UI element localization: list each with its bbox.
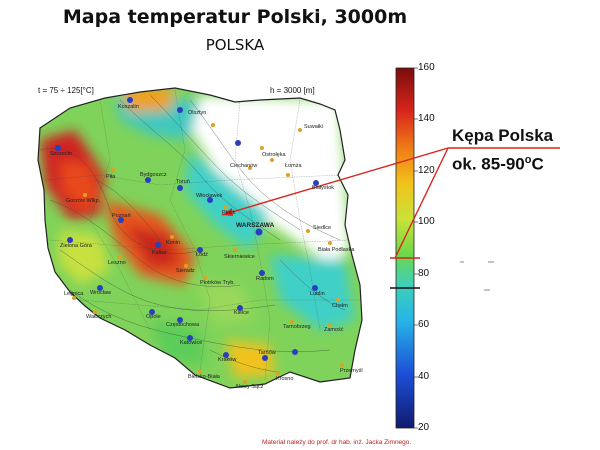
city-label: Łomża [285, 163, 302, 169]
temperature-field [38, 88, 362, 388]
city-label: Katowice [180, 340, 203, 346]
city-label: Szczecin [50, 151, 73, 157]
city-label: Chełm [332, 303, 348, 309]
city-label: Krosno [276, 376, 294, 382]
colorbar-tick-label: 40 [418, 371, 430, 382]
city-label: Leszno [108, 260, 126, 266]
city-label: Płock [222, 210, 236, 216]
city-label: Legnica [64, 291, 84, 297]
callout-arrowhead [222, 208, 233, 216]
colorbar-tick-label: 120 [418, 165, 435, 176]
degree-symbol: o [524, 154, 532, 166]
colorbar-ticks [414, 67, 418, 429]
city-label: Białystok [312, 185, 335, 191]
city-label: Bielsko-Biała [188, 374, 220, 380]
city-label: Tarnobrzeg [283, 324, 311, 330]
city-label: Kalisz [152, 250, 167, 256]
callout-unit: C [531, 154, 544, 174]
colorbar-tick-label: 160 [418, 62, 435, 73]
city-label: Ostrołęka [262, 152, 286, 158]
colorbar-tick-label: 20 [418, 422, 430, 433]
colorbar-tick-label: 80 [418, 268, 430, 279]
city-label: Biała Podlaska [318, 247, 355, 253]
city-label: Częstochowa [166, 322, 200, 328]
city-label: Tarnów [258, 350, 276, 356]
city-label: Skierniewice [224, 254, 255, 260]
city-label: Wałbrzych [86, 314, 112, 320]
city-label: Gorzów Wlkp. [66, 198, 101, 204]
city-label: Włocławek [196, 193, 223, 199]
map-subtitle: POLSKA [205, 36, 265, 54]
city-label: Zielona Góra [60, 243, 92, 249]
credit-note: Materiał należy do prof. dr hab. inż. Ja… [262, 439, 412, 446]
city-label: Sieradz [176, 268, 195, 274]
callout-arrow [221, 147, 560, 259]
colorbar-tick-label: 140 [418, 113, 435, 124]
city-label: Piotrków Tryb. [200, 280, 235, 286]
colorbar-tick-label: 60 [418, 319, 430, 330]
city-label: Poznań [112, 213, 131, 219]
hint-marks [460, 261, 494, 291]
city-label: Opole [146, 314, 161, 320]
city-label: Kraków [218, 357, 237, 363]
city-label: Olsztyn [188, 110, 207, 116]
city-label: Radom [256, 276, 274, 282]
city-label: Siedlce [313, 225, 332, 231]
city-label: Suwałki [304, 124, 323, 130]
city-label: Lublin [310, 291, 325, 297]
callout-location: Kępa Polska [452, 126, 554, 145]
depth-label: h = 3000 [m] [270, 86, 315, 95]
map-title: Mapa temperatur Polski, 3000m [62, 6, 408, 28]
city-label: Konin [166, 240, 181, 246]
city-label: Kielce [234, 310, 249, 316]
city-label: Ciechanów [230, 163, 258, 169]
city-label: Wrocław [90, 290, 111, 296]
capital-label: WARSZAWA [236, 222, 275, 229]
city-label: Piła [106, 174, 116, 180]
city-label: Przemyśl [340, 368, 363, 374]
colorbar-tick-label: 100 [418, 216, 435, 227]
city-label: Koszalin [118, 104, 139, 110]
city-label: Łódź [196, 252, 208, 258]
colorbar [395, 67, 415, 429]
callout-temperature: ok. 85-90oC [452, 154, 544, 175]
city-markers [55, 97, 344, 384]
city-label: Nowy Sącz [236, 384, 264, 390]
city-label: Zamość [324, 327, 344, 333]
callout-temperature-value: ok. 85-90 [452, 154, 525, 174]
city-label: Toruń [176, 179, 190, 185]
poland-border [37, 87, 363, 389]
temperature-range-label: t = 75 ÷ 125[°C] [38, 86, 94, 95]
city-label: Bydgoszcz [140, 172, 167, 178]
